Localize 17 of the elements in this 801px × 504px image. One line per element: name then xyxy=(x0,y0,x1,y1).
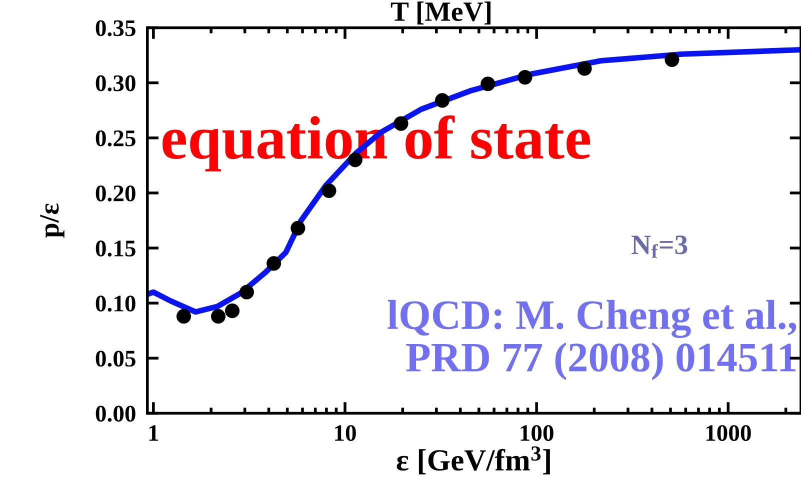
x-axis-title: ε [GeV/fm$^{3}$] xyxy=(396,446,550,474)
y-tick-label: 0.00 xyxy=(96,406,136,422)
x-tick-label: 1000 xyxy=(706,425,751,442)
x-tick-label: 10 xyxy=(335,425,356,442)
y-tick-label: 0.15 xyxy=(96,240,136,257)
y-tick-label: 0.35 xyxy=(96,20,136,36)
x-tick-label: 100 xyxy=(520,425,554,442)
y-tick-label: 0.10 xyxy=(96,296,136,312)
x2-axis-title: T [MeV] xyxy=(390,2,490,24)
x-tick-label: 1 xyxy=(149,425,158,441)
y-tick-label: 0.25 xyxy=(96,130,136,146)
annotation: N$_{f}$=3 xyxy=(632,236,688,258)
annotation: lQCD: M. Cheng et al., PRD 77 (2008) 014511 xyxy=(388,300,796,380)
y-tick-label: 0.05 xyxy=(96,350,136,367)
y-axis-title: p/ε xyxy=(40,204,64,238)
y-tick-label: 0.30 xyxy=(96,75,136,92)
y-tick-label: 0.20 xyxy=(96,185,136,202)
